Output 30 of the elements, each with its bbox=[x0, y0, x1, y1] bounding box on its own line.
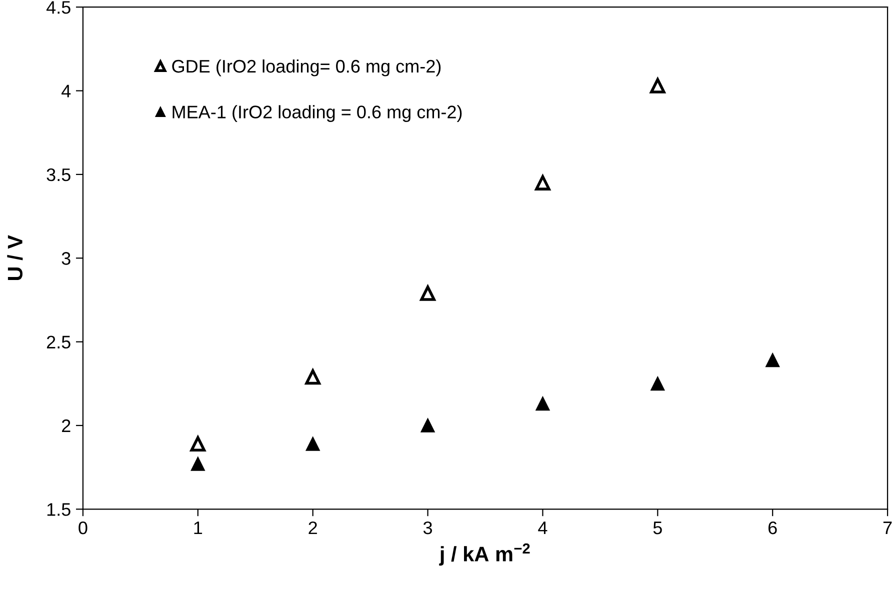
point bbox=[535, 175, 550, 190]
point bbox=[650, 376, 665, 391]
y-tick-label: 1.5 bbox=[47, 503, 70, 516]
y-tick-label: 3.5 bbox=[46, 168, 70, 182]
x-tick-label: 1 bbox=[194, 522, 202, 534]
point bbox=[305, 369, 320, 385]
y-axis-title: U / V bbox=[7, 235, 23, 280]
x-tick-label: 2 bbox=[308, 521, 317, 534]
x-axis-title: j / kA m$^{−2}$ bbox=[439, 543, 530, 566]
legend-label: MEA-1 (IrO2 loading = 0.6 mg cm-2) bbox=[172, 105, 462, 122]
y-tick-label: 4 bbox=[62, 84, 71, 98]
x-tick-label: 7 bbox=[883, 522, 892, 534]
y-tick-label: 2 bbox=[62, 419, 70, 432]
point bbox=[190, 436, 206, 452]
y-tick-label: 3 bbox=[62, 252, 70, 265]
y-tick-label: 2.5 bbox=[46, 336, 70, 349]
point bbox=[306, 436, 320, 451]
x-tick-label: 3 bbox=[423, 521, 432, 534]
point bbox=[420, 286, 436, 301]
x-tick-label: 5 bbox=[653, 522, 662, 534]
point bbox=[420, 418, 435, 432]
point bbox=[766, 353, 780, 368]
x-tick-label: 6 bbox=[768, 521, 777, 534]
x-tick-label: 4 bbox=[538, 522, 548, 534]
legend-label: GDE (IrO2 loading= 0.6 mg cm-2) bbox=[172, 59, 441, 76]
point bbox=[650, 78, 666, 94]
x-tick-label: 0 bbox=[78, 521, 88, 534]
point bbox=[190, 457, 205, 471]
y-tick-label: 4.5 bbox=[46, 1, 70, 14]
point bbox=[536, 396, 550, 411]
